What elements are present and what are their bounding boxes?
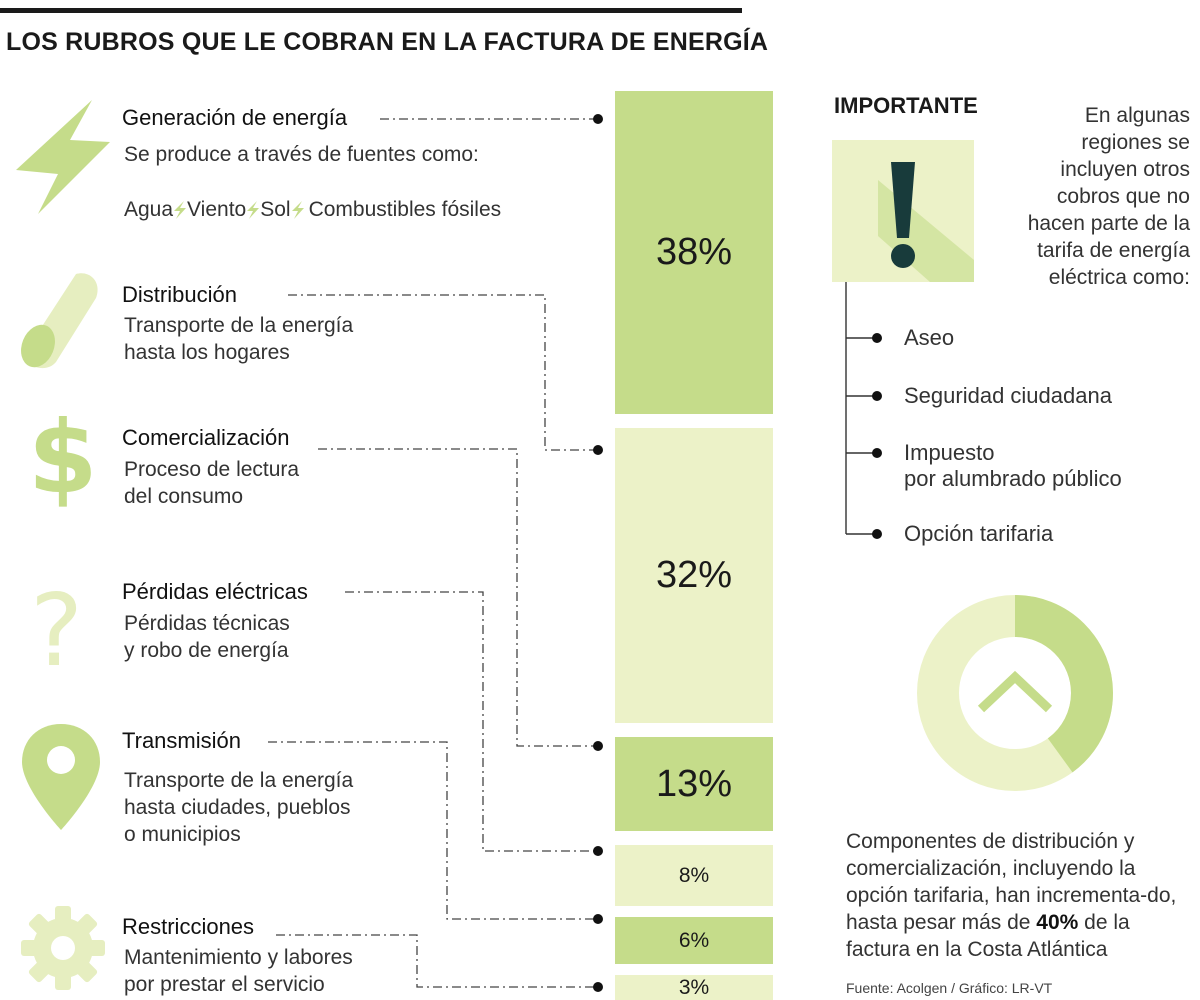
connector-dot xyxy=(593,982,603,992)
category-title-transmision: Transmisión xyxy=(122,728,245,754)
bar-label: 3% xyxy=(678,975,710,999)
source-viento: Viento xyxy=(187,198,247,221)
text-line: regiones se xyxy=(1081,131,1190,154)
bar-label: 13% xyxy=(655,762,733,805)
source-sol: Sol xyxy=(260,198,291,221)
bar-distribucion: 32% xyxy=(615,428,773,723)
connector-transmision xyxy=(268,741,598,920)
category-title-distribucion: Distribución xyxy=(122,282,241,308)
source-combustibles: Combustibles fósiles xyxy=(308,198,502,221)
desc-line: hasta los hogares xyxy=(124,341,290,364)
text-line: cobros que no xyxy=(1056,185,1190,208)
important-title: IMPORTANTE xyxy=(834,93,978,118)
connector-dot xyxy=(593,741,603,751)
item-line: por alumbrado público xyxy=(904,466,1122,491)
bar-label: 38% xyxy=(655,231,733,273)
category-desc-restricciones: Mantenimiento y labores por prestar el s… xyxy=(124,944,353,998)
desc-line: Mantenimiento y labores xyxy=(124,946,353,969)
connector-dot xyxy=(593,914,603,924)
desc-line: Proceso de lectura xyxy=(124,458,300,481)
bar-label: 32% xyxy=(655,554,733,596)
connector-comercializacion xyxy=(318,448,598,747)
connector-restricciones xyxy=(276,934,598,988)
connector-perdidas xyxy=(345,591,598,852)
text-line: eléctrica como: xyxy=(1048,266,1190,289)
donut-chart xyxy=(917,595,1113,791)
donut-note: Componentes de distribución y comerciali… xyxy=(846,828,1196,963)
category-desc-transmision: Transporte de la energía hasta ciudades,… xyxy=(124,767,353,848)
source-agua: Agua xyxy=(124,198,174,221)
desc-line: Transporte de la energía xyxy=(124,314,354,337)
location-pin-icon xyxy=(22,724,100,830)
text-line: incluyen otros xyxy=(1060,158,1190,181)
text-line: hacen parte de la xyxy=(1027,212,1190,235)
page-title: LOS RUBROS QUE LE COBRAN EN LA FACTURA D… xyxy=(6,28,769,56)
note-highlight: 40% xyxy=(1036,911,1079,934)
connector-dot xyxy=(593,445,603,455)
desc-line: hasta ciudades, pueblos xyxy=(124,796,351,819)
dollar-icon: $ xyxy=(28,399,98,516)
connector-dot xyxy=(593,846,603,856)
list-item-seguridad: Seguridad ciudadana xyxy=(904,383,1112,408)
bar-transmision: 6% xyxy=(615,917,773,964)
energy-sources: Agua Viento Sol Combustibles fósiles xyxy=(124,196,501,223)
category-title-perdidas: Pérdidas eléctricas xyxy=(122,579,312,605)
list-item-aseo: Aseo xyxy=(904,325,955,350)
bar-perdidas: 8% xyxy=(615,845,773,906)
category-desc-comercializacion: Proceso de lectura del consumo xyxy=(124,456,299,510)
bar-comercializacion: 13% xyxy=(615,737,773,831)
list-item-opcion: Opción tarifaria xyxy=(904,521,1054,546)
desc-line: del consumo xyxy=(124,485,244,508)
exclamation-icon xyxy=(832,140,974,282)
category-title-restricciones: Restricciones xyxy=(122,914,259,940)
bar-label: 8% xyxy=(678,863,710,887)
text-line: En algunas xyxy=(1084,104,1190,127)
bar-restricciones: 3% xyxy=(615,975,773,1000)
cable-icon xyxy=(21,273,98,369)
connector-dot xyxy=(593,114,603,124)
top-rule xyxy=(0,8,742,13)
desc-line: Pérdidas técnicas xyxy=(124,612,290,635)
bar-label: 6% xyxy=(678,928,710,952)
category-desc-generacion: Se produce a través de fuentes como: xyxy=(124,143,479,166)
category-title-comercializacion: Comercialización xyxy=(122,425,294,451)
small-lightning-icon xyxy=(174,200,187,219)
item-line: Impuesto xyxy=(904,440,995,465)
category-title-generacion: Generación de energía xyxy=(122,105,352,131)
desc-line: y robo de energía xyxy=(124,639,289,662)
desc-line: o municipios xyxy=(124,823,241,846)
category-desc-distribucion: Transporte de la energía hasta los hogar… xyxy=(124,312,353,366)
list-item-impuesto: Impuesto por alumbrado público xyxy=(904,440,1122,492)
important-text: En algunas regiones se incluyen otros co… xyxy=(1010,102,1190,291)
small-lightning-icon xyxy=(291,200,304,219)
desc-line: Transporte de la energía xyxy=(124,769,354,792)
category-desc-perdidas: Pérdidas técnicas y robo de energía xyxy=(124,610,290,664)
donut-value-arc xyxy=(917,595,1113,791)
note-text: Componentes de distribución y comerciali… xyxy=(846,830,1177,934)
list-connector xyxy=(845,282,882,539)
bar-generacion: 38% xyxy=(615,91,773,414)
connector-distribucion xyxy=(288,294,598,451)
desc-line: por prestar el servicio xyxy=(124,973,325,996)
question-icon: ? xyxy=(30,572,84,689)
note-text-end: de la factura en la Costa Atlántica xyxy=(846,911,1130,961)
lightning-icon xyxy=(16,100,110,214)
text-line: tarifa de energía xyxy=(1037,239,1190,262)
gear-icon xyxy=(21,906,105,990)
small-lightning-icon xyxy=(247,200,260,219)
chevron-up-icon xyxy=(977,670,1053,713)
source-credit: Fuente: Acolgen / Gráfico: LR-VT xyxy=(846,980,1053,996)
